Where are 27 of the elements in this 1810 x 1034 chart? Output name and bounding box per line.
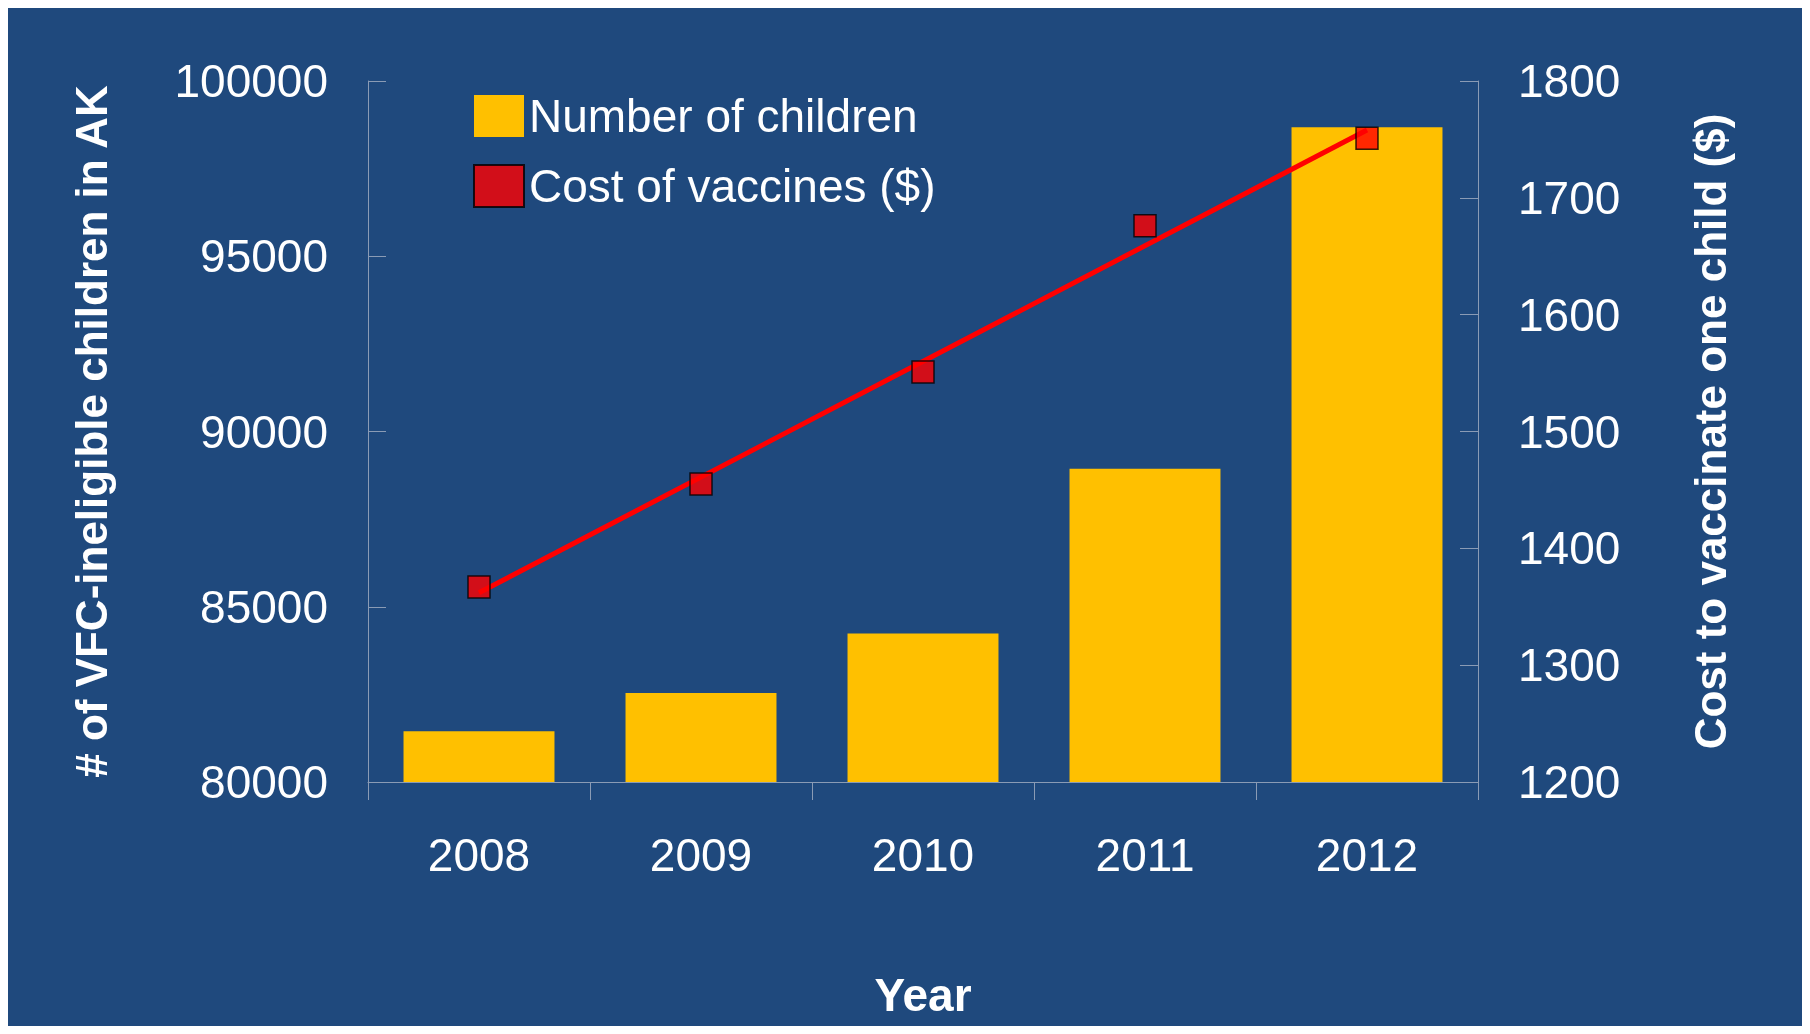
x-tick-label: 2010 (871, 829, 975, 881)
point (911, 360, 935, 384)
y2-tick-label: 1800 (1518, 55, 1621, 107)
y2-tick-label: 1700 (1518, 171, 1621, 224)
x-tick-label: 2009 (649, 829, 753, 881)
y-axis-title: # of VFC-ineligible children in AK (66, 84, 116, 778)
y-tick-label: 95000 (200, 230, 328, 283)
y-tick-label: 85000 (200, 580, 328, 633)
y-tick-label: 90000 (200, 405, 328, 458)
y2-axis-title: Cost to vaccinate one child ($) (1685, 113, 1735, 750)
x-tick-label: 2008 (427, 829, 531, 881)
y-tick-label: 100000 (174, 55, 328, 107)
x-axis-title: Year (874, 969, 972, 1021)
x-tick-label: 2012 (1315, 829, 1419, 881)
point (467, 575, 491, 599)
y2-tick-label: 1400 (1518, 522, 1621, 575)
point (689, 472, 713, 496)
y2-tick-label: 1600 (1518, 288, 1621, 341)
y2-tick-label: 1300 (1518, 639, 1621, 692)
point (1355, 126, 1379, 150)
y2-tick-label: 1200 (1518, 756, 1621, 808)
y-tick-label: 80000 (200, 756, 328, 808)
x-tick-label: 2011 (1095, 829, 1195, 881)
legend-label: Number of children (529, 90, 918, 142)
point (1133, 214, 1157, 238)
y2-tick-label: 1500 (1518, 405, 1621, 458)
legend-label: Cost of vaccines ($) (529, 160, 936, 212)
